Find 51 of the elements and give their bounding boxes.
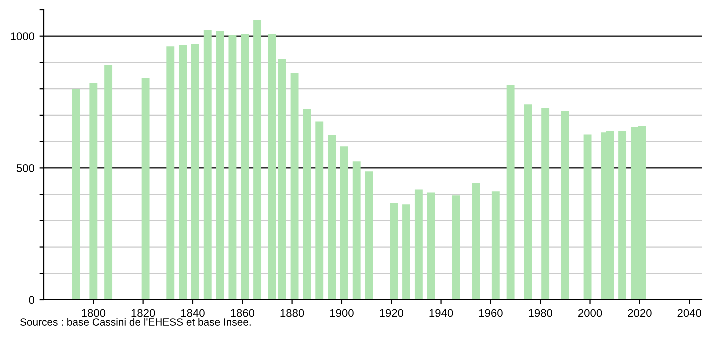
bar <box>328 135 336 300</box>
bar <box>618 131 627 300</box>
x-tick-label: 1880 <box>280 309 304 318</box>
bar <box>390 203 398 300</box>
bar <box>72 89 80 300</box>
bar <box>492 192 500 300</box>
bar <box>179 45 188 300</box>
bar <box>228 35 237 300</box>
bar <box>352 162 361 300</box>
bar <box>254 20 262 300</box>
bar <box>104 65 113 300</box>
bar <box>216 31 224 300</box>
bar <box>584 134 592 300</box>
x-tick-label: 1900 <box>330 309 354 318</box>
x-tick-label: 1800 <box>82 309 106 318</box>
x-tick-label: 1980 <box>529 309 553 318</box>
bar <box>268 34 276 300</box>
x-tick-label: 2000 <box>578 309 602 318</box>
bar <box>340 146 348 300</box>
bar <box>166 46 175 300</box>
bar <box>204 30 212 300</box>
x-tick-label: 1840 <box>181 309 205 318</box>
y-tick-label: 1000 <box>11 32 35 40</box>
bar <box>290 73 299 300</box>
bar <box>316 122 324 300</box>
bar <box>561 111 570 300</box>
bar <box>472 183 480 300</box>
x-tick-label: 1820 <box>132 309 156 318</box>
bar <box>142 78 150 300</box>
bar <box>452 196 460 300</box>
bar <box>427 192 436 300</box>
bar <box>542 108 550 300</box>
bar <box>90 83 98 300</box>
bar <box>241 34 250 300</box>
x-tick-label: 1920 <box>380 309 404 318</box>
source-note: Sources : base Cassini de l'EHESS et base Insee. <box>20 318 251 326</box>
bar <box>402 204 410 300</box>
x-tick-label: 1960 <box>479 309 503 318</box>
bar <box>278 59 286 300</box>
x-tick-label: 2020 <box>628 309 652 318</box>
bar <box>191 44 200 300</box>
x-tick-label: 2040 <box>678 309 702 318</box>
bar <box>365 172 374 300</box>
y-tick-label: 500 <box>16 164 35 172</box>
bar <box>524 104 532 300</box>
x-tick-label: 1860 <box>231 309 255 318</box>
bar <box>303 109 312 300</box>
x-tick-label: 1940 <box>430 309 454 318</box>
bar <box>414 190 423 300</box>
y-tick-label: 0 <box>29 296 35 304</box>
bar <box>506 85 515 300</box>
